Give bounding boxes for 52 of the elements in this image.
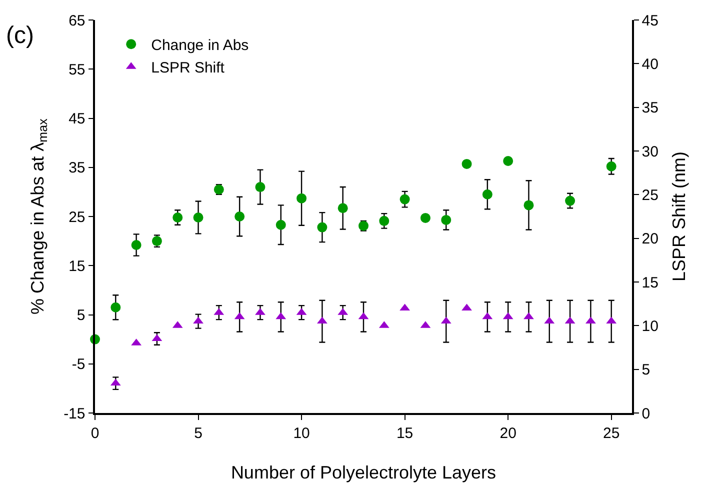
y2-tick-label: 5 [642, 362, 650, 379]
point [606, 161, 616, 172]
y-tick-label: 55 [68, 61, 86, 78]
y2-tick-label: 45 [642, 12, 658, 30]
point [317, 222, 328, 232]
y-tick-label: 45 [68, 110, 86, 128]
point [482, 189, 492, 200]
point [503, 156, 514, 166]
point [441, 214, 452, 225]
x-tick-label: 5 [194, 424, 202, 442]
y2-tick-label: 0 [642, 405, 650, 422]
y2-tick-label: 30 [642, 143, 658, 160]
point [193, 316, 204, 324]
y2-tick-label: 20 [642, 230, 658, 248]
point [338, 203, 348, 214]
point [379, 216, 390, 226]
y2-axis-title: LSPR Shift (nm) [669, 151, 690, 282]
point [524, 200, 534, 210]
x-tick-label: 25 [603, 424, 620, 442]
point [193, 212, 204, 222]
point [255, 182, 266, 192]
y-tick-label: -5 [72, 356, 86, 374]
point [565, 196, 576, 206]
x-tick-label: 0 [90, 424, 100, 442]
point [296, 193, 307, 204]
y-tick-label: 5 [76, 307, 86, 324]
point [110, 302, 121, 312]
point [524, 312, 534, 320]
y-tick-label: 65 [68, 12, 86, 30]
legend-label: LSPR Shift [151, 59, 226, 76]
y2-tick-label: 25 [642, 186, 658, 204]
y-tick-label: 35 [68, 160, 86, 177]
y2-tick-label: 10 [642, 318, 658, 335]
y2-tick-label: 35 [642, 100, 658, 117]
x-axis-title: Number of Polyelectrolyte Layers [230, 462, 496, 482]
point [172, 212, 183, 222]
y2-tick-label: 40 [642, 56, 658, 73]
point [234, 212, 245, 222]
text: (c) [6, 22, 34, 49]
point [462, 158, 472, 169]
point [131, 240, 142, 250]
y2-tick-label: 15 [642, 274, 658, 292]
y-tick-label: 25 [68, 208, 86, 226]
x-tick-label: 15 [396, 424, 414, 442]
legend-label: Change in Abs [151, 36, 249, 54]
point [400, 194, 410, 204]
x-tick-label: 20 [500, 424, 516, 442]
y-tick-label: -15 [64, 405, 86, 422]
point [276, 220, 286, 230]
x-tick-label: 10 [293, 424, 310, 442]
point [420, 212, 430, 223]
y-tick-label: 15 [68, 258, 86, 275]
